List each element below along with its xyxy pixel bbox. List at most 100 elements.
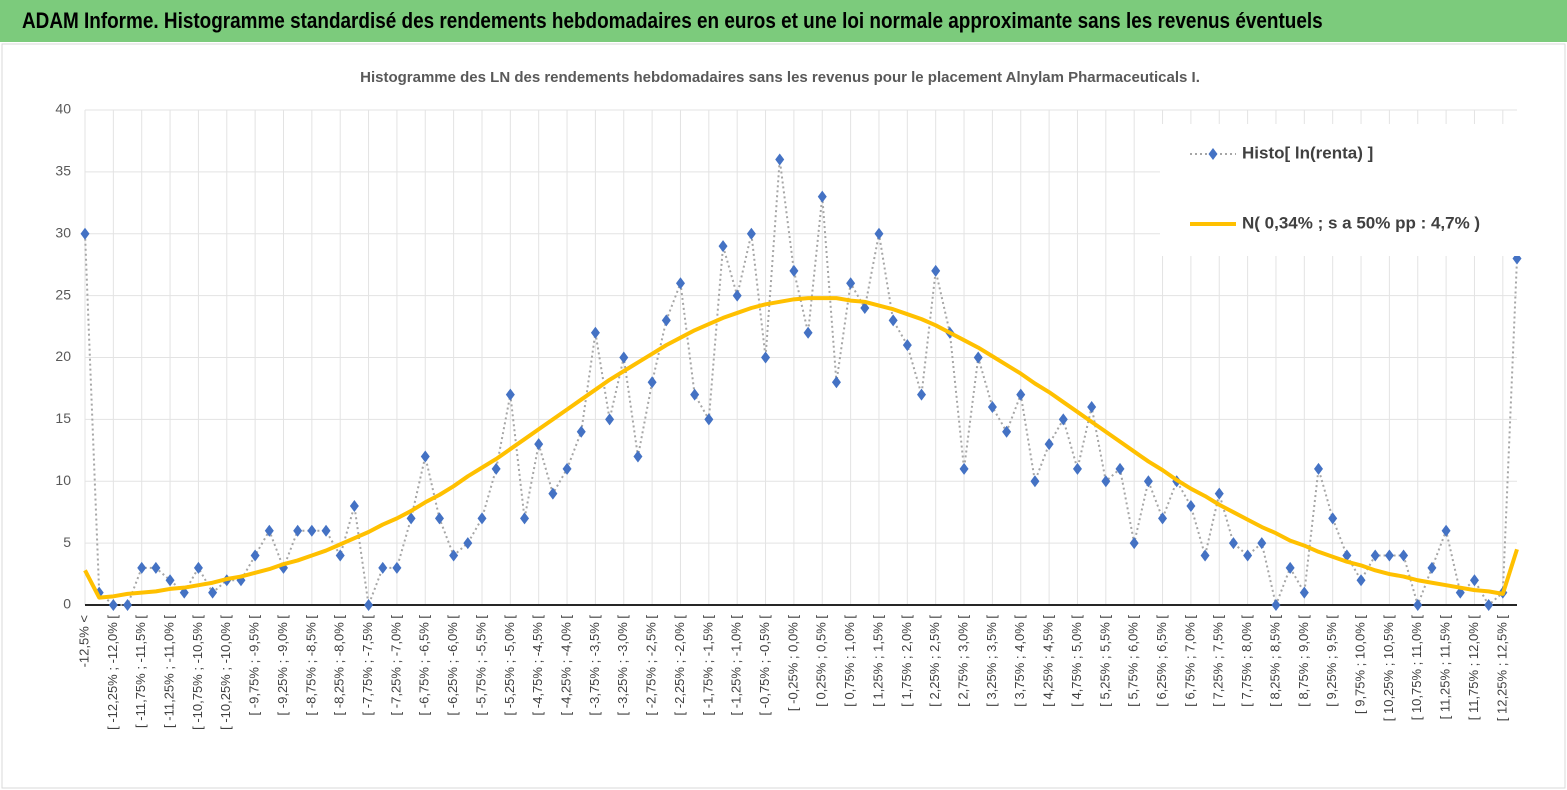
data-point [1243,549,1253,562]
data-point [1200,549,1210,562]
data-point [732,289,742,302]
x-tick-label: [ -8,25% ; -8,0% [ [332,615,347,716]
data-point [1342,549,1352,562]
data-point [505,388,515,401]
data-point [931,264,941,277]
data-point [80,227,90,240]
data-point [548,487,558,500]
x-tick-label: [ 6,75% ; 7,0% [ [1182,615,1197,707]
data-point [264,524,274,537]
data-point [321,524,331,537]
data-point [704,413,714,426]
data-point [846,277,856,290]
data-point [1186,500,1196,512]
data-point [1158,512,1168,525]
data-point [434,512,444,525]
data-point [647,376,657,389]
x-tick-label: [ -11,25% ; -11,0% [ [162,615,177,728]
data-point [534,438,544,451]
x-tick-label: [ 11,25% ; 11,5% [ [1438,615,1453,720]
y-tick-label: 5 [63,534,71,550]
data-point [349,500,359,512]
x-tick-label: [ -3,75% ; -3,5% [ [587,615,602,716]
data-point [917,388,927,401]
data-point [335,549,345,562]
data-point [860,302,870,314]
x-tick-label: [ -6,25% ; -6,0% [ [445,615,460,716]
data-point [208,586,218,599]
x-tick-label: [ -3,25% ; -3,0% [ [615,615,630,716]
y-tick-label: 10 [55,472,71,488]
data-point [902,339,912,352]
data-point [1087,401,1097,413]
data-point [1427,561,1437,574]
data-point [1384,549,1394,562]
data-point [633,450,643,463]
x-tick-label: [ 10,75% ; 11,0% [ [1409,615,1424,721]
data-point [406,512,416,525]
data-point [1115,462,1125,475]
data-point [1484,599,1494,611]
data-point [619,351,629,364]
data-point [718,240,728,253]
x-tick-label: [ 2,25% ; 2,5% [ [927,615,942,707]
x-tick-label: [ -1,75% ; -1,5% [ [700,615,715,716]
x-tick-label: [ -10,25% ; -10,0% [ [218,615,233,730]
data-point [1101,475,1111,488]
legend-label: N( 0,34% ; s a 50% pp : 4,7% ) [1242,213,1480,232]
data-point [420,450,430,463]
x-tick-label: [ -0,75% ; -0,5% [ [757,615,772,716]
data-point [590,326,600,339]
data-point [605,413,615,426]
x-tick-label: [ -7,75% ; -7,5% [ [360,615,375,716]
x-tick-label: [ 7,25% ; 7,5% [ [1211,615,1226,707]
data-point [463,537,473,550]
data-point [137,561,147,574]
data-point [1143,475,1153,488]
data-point [831,376,841,389]
data-point [293,524,303,537]
chart-title: Histogramme des LN des rendements hebdom… [360,69,1200,86]
data-point [378,561,388,574]
x-tick-label: [ 4,75% ; 5,0% [ [1069,615,1084,707]
data-point [874,227,884,240]
data-point [1030,475,1040,488]
data-point [690,388,700,401]
data-point [250,549,260,562]
data-point [661,314,671,327]
x-tick-label: [ 0,25% ; 0,5% [ [814,615,829,707]
data-point [1016,388,1026,401]
data-point [193,561,203,574]
legend-label: Histo[ ln(renta) ] [1242,143,1373,162]
data-point [477,512,487,525]
x-tick-label: [ 4,25% ; 4,5% [ [1041,615,1056,707]
x-tick-label: [ -8,75% ; -8,5% [ [303,615,318,716]
data-point [1413,599,1423,611]
x-tick-label: [ 9,75% ; 10,0% [ [1352,615,1367,714]
y-tick-label: 25 [55,286,71,302]
data-point [1072,462,1082,475]
data-point [775,153,785,166]
data-point [1044,438,1054,451]
x-tick-label: [ 7,75% ; 8,0% [ [1239,615,1254,707]
data-point [888,314,898,327]
y-tick-label: 30 [55,224,71,240]
data-point [1228,537,1238,550]
data-point [1058,413,1068,426]
data-point [364,599,374,611]
data-point [959,462,969,475]
data-point [746,227,756,240]
x-tick-label: [ -5,75% ; -5,5% [ [473,615,488,716]
data-point [1356,574,1366,587]
data-point [1399,549,1409,562]
x-tick-label: [ -9,25% ; -9,0% [ [275,615,290,716]
x-tick-label: [ -0,25% ; 0,0% [ [785,615,800,711]
x-tick-label: [ -2,25% ; -2,0% [ [672,615,687,716]
data-point [1314,462,1324,475]
data-point [449,549,459,562]
header: ADAM Informe. Histogramme standardisé de… [0,0,1567,42]
data-point [1214,487,1224,500]
data-point [817,190,827,203]
data-point [1370,549,1380,562]
